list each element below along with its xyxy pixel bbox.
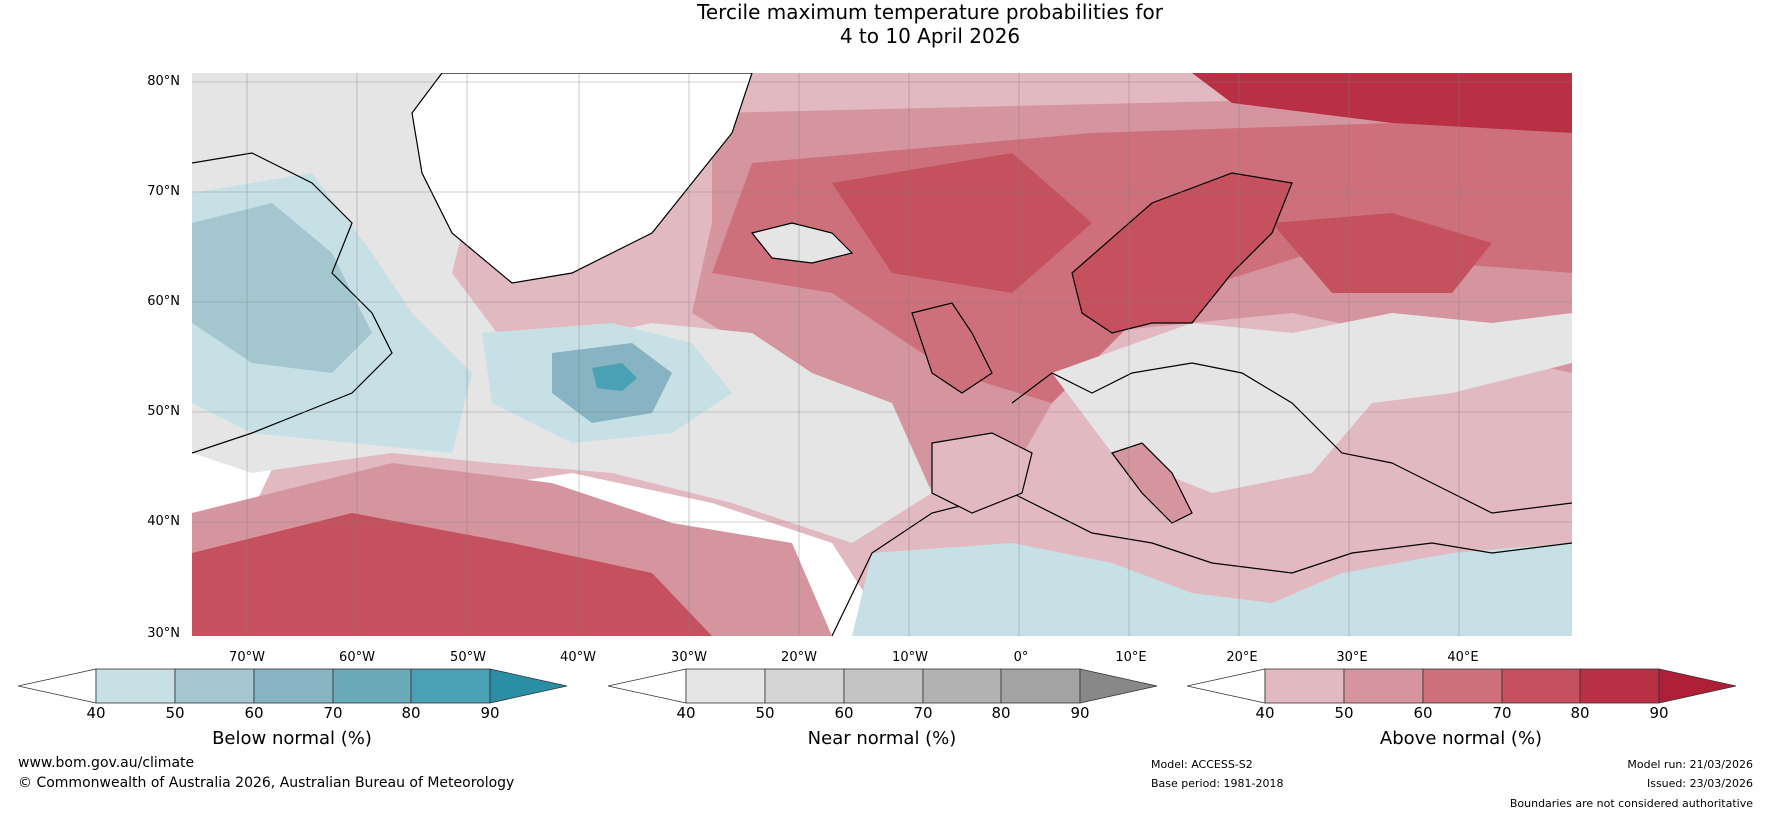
below-tick-50: 50 bbox=[165, 704, 185, 722]
below-color-5 bbox=[410, 668, 491, 704]
title-line-1: Tercile maximum temperature probabilitie… bbox=[697, 0, 1163, 24]
lat-label-80n: 80°N bbox=[147, 74, 180, 89]
lon-label-20w: 20°W bbox=[781, 650, 817, 665]
near-color-4 bbox=[922, 668, 1002, 704]
near-color-3 bbox=[843, 668, 924, 704]
title-line-2: 4 to 10 April 2026 bbox=[839, 24, 1021, 48]
near-tick-80: 80 bbox=[991, 704, 1011, 722]
above-tick-80: 80 bbox=[1570, 704, 1590, 722]
near-tick-60: 60 bbox=[834, 704, 854, 722]
below-color-1 bbox=[95, 668, 176, 704]
below-color-6 bbox=[489, 668, 568, 704]
below-color-2 bbox=[174, 668, 255, 704]
near-color-6 bbox=[1079, 668, 1158, 704]
europe-coastline bbox=[1011, 362, 1572, 514]
british-isles-landmass bbox=[911, 302, 993, 394]
forecast-map bbox=[192, 73, 1572, 636]
lon-label-0: 0° bbox=[1013, 650, 1029, 665]
below-normal-colorbar bbox=[18, 668, 568, 704]
near-color-2 bbox=[764, 668, 845, 704]
above-color-2 bbox=[1343, 668, 1424, 704]
lon-label-30e: 30°E bbox=[1336, 650, 1368, 665]
lon-label-70w: 70°W bbox=[229, 650, 265, 665]
above-color-1 bbox=[1264, 668, 1345, 704]
above-color-3 bbox=[1422, 668, 1503, 704]
above-tick-40: 40 bbox=[1255, 704, 1275, 722]
above-color-0 bbox=[1187, 668, 1266, 704]
above-color-5 bbox=[1579, 668, 1660, 704]
above-tick-60: 60 bbox=[1413, 704, 1433, 722]
model-name: Model: ACCESS-S2 bbox=[1151, 758, 1253, 771]
above-normal-region bbox=[832, 153, 1092, 293]
below-color-3 bbox=[253, 668, 334, 704]
lon-label-40w: 40°W bbox=[560, 650, 596, 665]
italy-landmass bbox=[1111, 442, 1193, 524]
lat-label-30n: 30°N bbox=[147, 626, 180, 641]
lat-label-40n: 40°N bbox=[147, 514, 180, 529]
near-color-1 bbox=[685, 668, 766, 704]
lon-label-10w: 10°W bbox=[892, 650, 928, 665]
graticule bbox=[192, 73, 1572, 636]
near-normal-region bbox=[1052, 313, 1572, 493]
below-color-0 bbox=[18, 668, 97, 704]
above-color-4 bbox=[1501, 668, 1581, 704]
below-normal-title: Below normal (%) bbox=[212, 728, 372, 749]
iceland-landmass bbox=[750, 222, 854, 264]
lat-label-60n: 60°N bbox=[147, 294, 180, 309]
lon-label-30w: 30°W bbox=[671, 650, 707, 665]
above-color-6 bbox=[1658, 668, 1737, 704]
near-tick-50: 50 bbox=[755, 704, 775, 722]
near-color-0 bbox=[608, 668, 687, 704]
above-normal-region bbox=[1192, 73, 1572, 133]
below-tick-60: 60 bbox=[244, 704, 264, 722]
near-normal-title: Near normal (%) bbox=[807, 728, 957, 749]
iberia-landmass bbox=[931, 432, 1033, 514]
lon-label-40e: 40°E bbox=[1447, 650, 1479, 665]
lon-label-10e: 10°E bbox=[1115, 650, 1147, 665]
above-tick-50: 50 bbox=[1334, 704, 1354, 722]
below-normal-region bbox=[192, 203, 372, 373]
model-run-date: Model run: 21/03/2026 bbox=[1627, 758, 1753, 771]
below-normal-region bbox=[852, 543, 1572, 636]
near-color-5 bbox=[1000, 668, 1081, 704]
near-normal-colorbar bbox=[608, 668, 1158, 704]
scandinavia-landmass bbox=[1071, 172, 1293, 334]
near-tick-40: 40 bbox=[676, 704, 696, 722]
below-normal-region bbox=[592, 363, 637, 391]
above-normal-title: Above normal (%) bbox=[1379, 728, 1543, 749]
below-color-4 bbox=[332, 668, 412, 704]
lat-label-50n: 50°N bbox=[147, 404, 180, 419]
lon-label-60w: 60°W bbox=[339, 650, 375, 665]
website-link[interactable]: www.bom.gov.au/climate bbox=[18, 755, 195, 771]
above-tick-70: 70 bbox=[1492, 704, 1512, 722]
above-normal-colorbar bbox=[1187, 668, 1737, 704]
north-america-coastline bbox=[192, 152, 393, 454]
below-tick-80: 80 bbox=[401, 704, 421, 722]
above-normal-region bbox=[1272, 213, 1492, 293]
below-tick-70: 70 bbox=[323, 704, 343, 722]
near-tick-90: 90 bbox=[1070, 704, 1090, 722]
greenland-landmass bbox=[411, 73, 753, 284]
copyright-text: © Commonwealth of Australia 2026, Austra… bbox=[18, 775, 515, 791]
lon-label-50w: 50°W bbox=[450, 650, 486, 665]
issued-date: Issued: 23/03/2026 bbox=[1646, 777, 1753, 790]
lat-label-70n: 70°N bbox=[147, 184, 180, 199]
map-title: Tercile maximum temperature probabilitie… bbox=[0, 0, 1770, 48]
africa-coastline bbox=[831, 492, 1572, 636]
base-period: Base period: 1981-2018 bbox=[1151, 777, 1284, 790]
above-normal-region bbox=[192, 513, 712, 636]
lon-label-20e: 20°E bbox=[1226, 650, 1258, 665]
below-tick-90: 90 bbox=[480, 704, 500, 722]
boundaries-disclaimer: Boundaries are not considered authoritat… bbox=[1509, 797, 1753, 810]
above-tick-90: 90 bbox=[1649, 704, 1669, 722]
below-tick-40: 40 bbox=[86, 704, 106, 722]
near-tick-70: 70 bbox=[913, 704, 933, 722]
